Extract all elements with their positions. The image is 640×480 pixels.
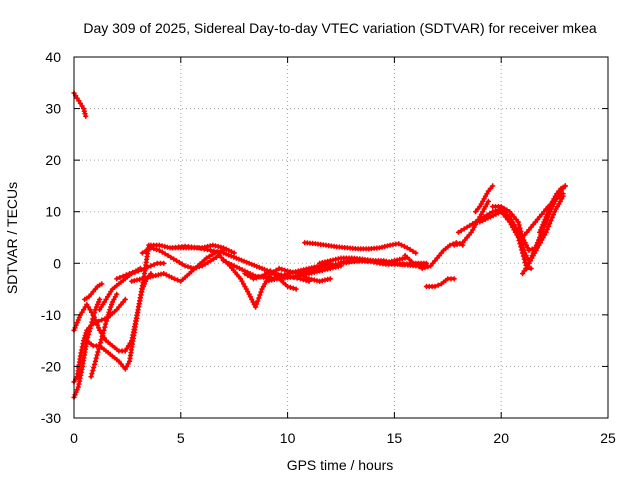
series-markers (338, 258, 429, 267)
series-line (98, 261, 166, 312)
series-track-08 (82, 281, 105, 302)
series-track-23 (423, 276, 457, 290)
series-markers (129, 247, 227, 284)
series-markers (114, 265, 143, 282)
y-tick-label: 30 (45, 101, 61, 117)
chart-title: Day 309 of 2025, Sidereal Day-to-day VTE… (83, 20, 596, 36)
x-tick-label: 20 (493, 430, 509, 446)
x-tick-label: 15 (387, 430, 403, 446)
x-tick-label: 0 (70, 430, 78, 446)
series-markers (520, 191, 566, 241)
series-track-09 (114, 265, 143, 282)
series-track-06 (88, 291, 120, 380)
series-markers (88, 291, 120, 380)
series-markers (302, 240, 419, 256)
data-series (71, 90, 568, 400)
series-markers (477, 209, 534, 271)
y-tick-labels: -30 -20 -10 0 10 20 30 40 (41, 49, 61, 426)
axis-ticks (73, 56, 609, 419)
series-track-11 (129, 247, 227, 284)
y-tick-label: 40 (45, 49, 61, 65)
y-axis-label: SDTVAR / TECUs (4, 182, 20, 294)
plot-frame (73, 56, 609, 419)
series-track-16 (242, 268, 299, 292)
x-axis-label: GPS time / hours (287, 457, 394, 473)
x-tick-label: 5 (177, 430, 185, 446)
series-markers (97, 260, 167, 313)
y-tick-label: -20 (41, 358, 61, 374)
y-tick-label: -30 (41, 410, 61, 426)
series-track-18 (302, 240, 419, 256)
series-markers (402, 240, 466, 271)
series-markers (473, 183, 496, 215)
y-tick-label: 20 (45, 152, 61, 168)
y-tick-label: -10 (41, 307, 61, 323)
series-track-07 (97, 260, 167, 313)
x-tick-label: 25 (600, 430, 616, 446)
x-tick-labels: 0 5 10 15 20 25 (70, 430, 616, 446)
series-markers (423, 276, 457, 290)
series-track-26 (473, 183, 496, 215)
y-tick-label: 0 (53, 255, 61, 271)
series-markers (82, 281, 105, 302)
grid (74, 57, 608, 418)
series-track-32 (520, 191, 566, 241)
y-tick-label: 10 (45, 204, 61, 220)
x-tick-label: 10 (280, 430, 296, 446)
series-markers (242, 268, 299, 292)
